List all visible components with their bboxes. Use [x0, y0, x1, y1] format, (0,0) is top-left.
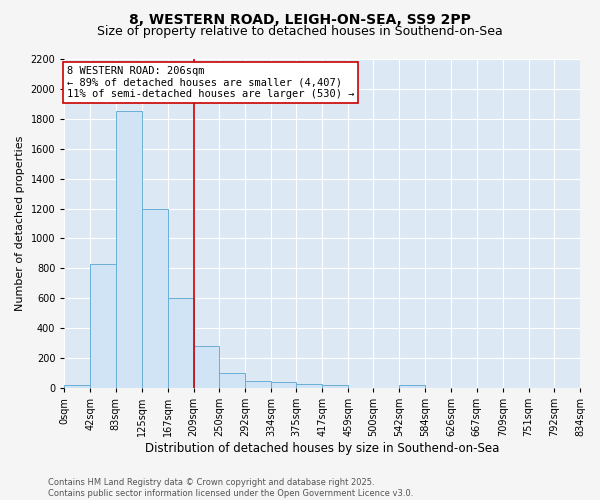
Bar — [116, 112, 142, 388]
Bar — [322, 385, 348, 388]
Bar — [271, 382, 296, 388]
Y-axis label: Number of detached properties: Number of detached properties — [15, 136, 25, 311]
Bar — [167, 298, 194, 388]
Text: 8, WESTERN ROAD, LEIGH-ON-SEA, SS9 2PP: 8, WESTERN ROAD, LEIGH-ON-SEA, SS9 2PP — [129, 12, 471, 26]
Text: Contains HM Land Registry data © Crown copyright and database right 2025.
Contai: Contains HM Land Registry data © Crown c… — [48, 478, 413, 498]
Bar — [194, 346, 219, 388]
Bar — [142, 208, 167, 388]
X-axis label: Distribution of detached houses by size in Southend-on-Sea: Distribution of detached houses by size … — [145, 442, 499, 455]
Bar — [400, 385, 425, 388]
Bar — [245, 380, 271, 388]
Bar — [219, 373, 245, 388]
Bar — [64, 385, 91, 388]
Text: 8 WESTERN ROAD: 206sqm
← 89% of detached houses are smaller (4,407)
11% of semi-: 8 WESTERN ROAD: 206sqm ← 89% of detached… — [67, 66, 355, 99]
Text: Size of property relative to detached houses in Southend-on-Sea: Size of property relative to detached ho… — [97, 25, 503, 38]
Bar — [91, 264, 116, 388]
Bar — [296, 384, 322, 388]
